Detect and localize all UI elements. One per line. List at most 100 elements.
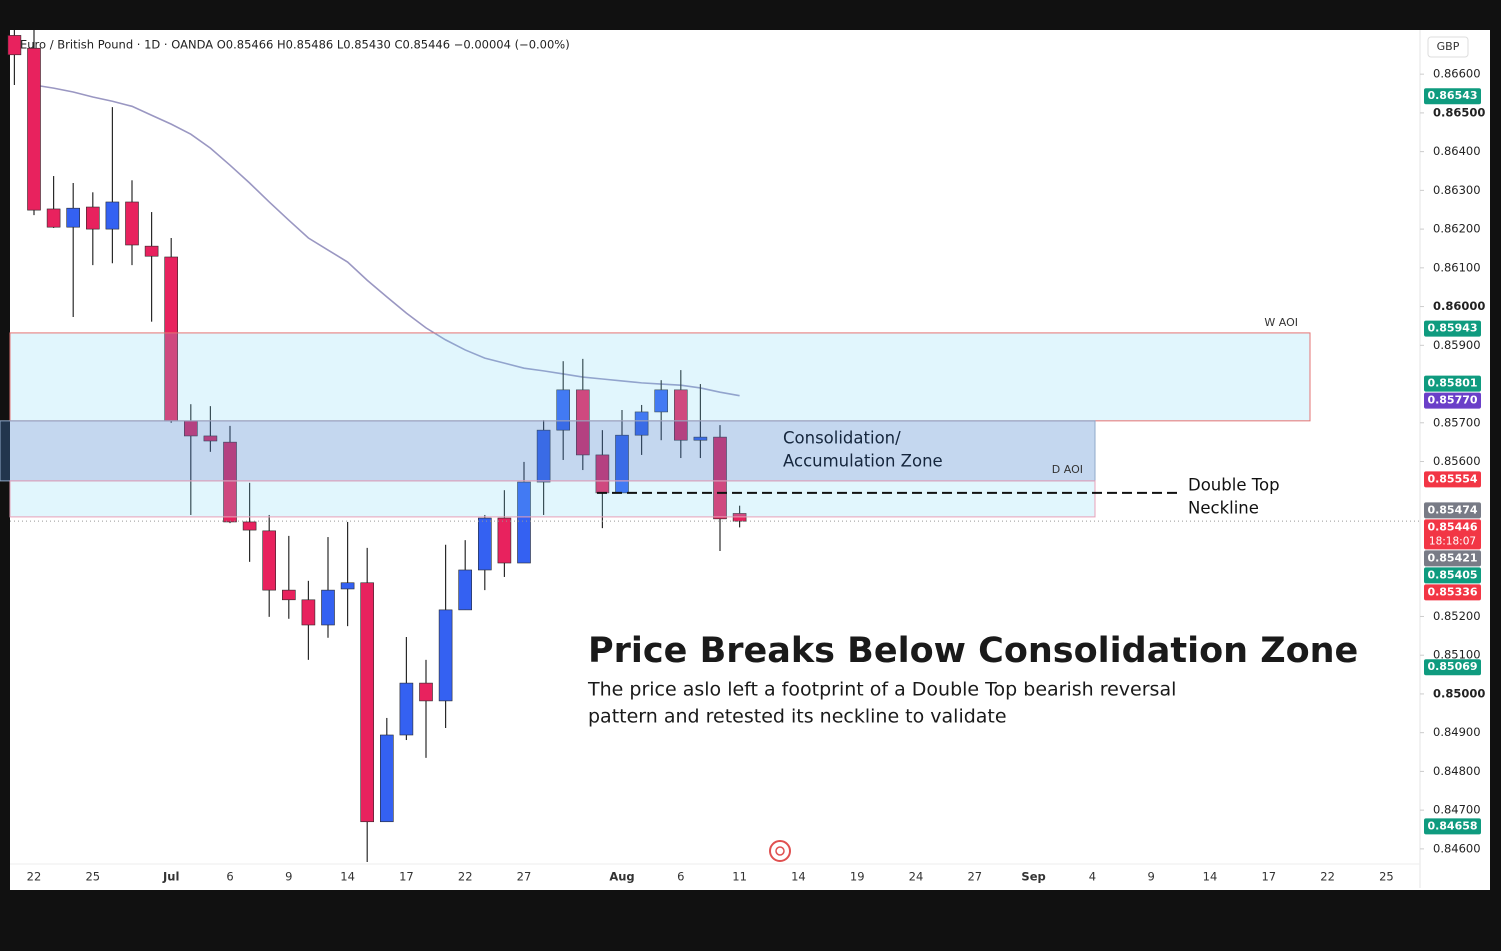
x-tick-label: 19 [850,870,865,884]
price-tag [1424,567,1481,584]
candle-body [105,201,120,230]
candle-body [321,589,335,626]
y-tick-label: 0.85600 [1433,454,1481,468]
x-tick-label: 27 [517,870,532,884]
y-tick-label: 0.85100 [1433,648,1481,662]
y-tick-label: 0.85700 [1433,415,1481,429]
zone [0,420,1096,482]
x-tick-label: Aug [609,870,634,884]
candle-body [477,517,492,571]
marks [7,30,747,863]
y-tick-label: 0.84700 [1433,803,1481,817]
x-tick-label: 25 [85,870,100,884]
candle-body [125,201,139,246]
chart-area [10,30,1490,890]
candle-body [281,589,296,601]
price-tag-countdown: 18:18:07 [1429,535,1476,547]
x-tick-label: 24 [909,870,924,884]
candle-body [203,435,218,442]
symbol-header: Euro / British Pound · 1D · OANDA O0.854… [20,38,570,52]
zone-label: W AOI [1264,316,1298,329]
candle-body [419,682,433,702]
price-tag-label: 0.85554 [1427,472,1477,485]
price-tag [1424,88,1481,105]
x-tick-label: 6 [226,870,233,884]
y-tick-label: 0.86300 [1433,183,1481,197]
body-text: pattern and retested its neckline to val… [588,706,1007,728]
candle-body [399,682,414,736]
y-tick-label: 0.84800 [1433,764,1481,778]
price-tag [1424,320,1481,337]
y-tick-label: 0.84900 [1433,725,1481,739]
body-text: The price aslo left a footprint of a Dou… [587,679,1176,701]
candle-body [713,436,727,520]
neckline-label: Double Top [1188,475,1280,494]
y-tick-label: 0.86100 [1433,260,1481,274]
price-tag-label: 0.85405 [1427,568,1477,581]
x-tick-label: Jul [162,870,179,884]
price-tag [1424,375,1481,392]
candle-body [360,582,375,823]
y-tick-label: 0.85900 [1433,338,1481,352]
price-tag-label: 0.85421 [1427,551,1477,564]
logo-icon-inner [775,846,785,856]
price-tag [1424,502,1481,519]
candle-body [379,734,394,823]
zone-label: Accumulation Zone [783,451,943,470]
candle-body [7,35,22,56]
x-tick-label: 22 [27,870,42,884]
price-tag-label: 0.86543 [1427,89,1477,102]
candle-body [634,411,649,436]
x-tick-label: 9 [1148,870,1155,884]
y-tick-label: 0.85000 [1433,686,1485,700]
x-tick-label: 11 [732,870,747,884]
x-tick-label: 4 [1089,870,1096,884]
x-tick-label: 17 [399,870,414,884]
candle-body [301,599,316,626]
price-tag [1424,584,1481,601]
price-tag [1424,659,1481,676]
x-tick-label: 14 [791,870,806,884]
candle-body [438,609,453,702]
x-tick-label: Sep [1021,870,1045,884]
candle-body [144,245,159,257]
headline: Price Breaks Below Consolidation Zone [588,631,1358,671]
y-tick-label: 0.85200 [1433,609,1481,623]
candle-body [556,389,571,431]
price-tag-label: 0.85801 [1427,377,1477,390]
zone-label: D AOI [1052,463,1083,476]
zone-label: Consolidation/ [783,428,901,447]
price-tag-label: 0.85943 [1427,322,1477,335]
price-tag-label: 0.84658 [1427,819,1477,832]
y-tick-label: 0.84600 [1433,841,1481,855]
x-tick-label: 22 [1320,870,1335,884]
logo-icon [769,840,791,862]
price-tag-label: 0.85069 [1427,660,1477,673]
currency-box [1427,36,1469,58]
x-tick-label: 25 [1379,870,1394,884]
candle-body [86,206,100,230]
x-tick-label: 17 [1261,870,1276,884]
price-tag-label: 0.85336 [1427,585,1477,598]
candle-body [458,569,473,611]
candle-body [27,47,41,211]
currency: GBP [1437,40,1460,53]
price-tag [1424,392,1481,409]
y-tick-label: 0.86000 [1433,299,1485,313]
x-tick-label: 27 [967,870,982,884]
candle-body [242,521,257,531]
overlays: W AOI Consolidation/Accumulation Zone D AO… [0,316,1420,522]
y-tick-label: 0.86200 [1433,222,1481,236]
x-tick-label: 9 [285,870,292,884]
x-tick-label: 14 [1203,870,1218,884]
candle-body [536,429,551,483]
price-tag-label: 0.85446 [1427,520,1477,533]
x-tick-label: 6 [677,870,684,884]
candle-body [340,582,355,590]
y-tick-label: 0.86400 [1433,144,1481,158]
candle-body [654,389,669,413]
candle-body [223,441,237,523]
candle-body [497,517,512,564]
